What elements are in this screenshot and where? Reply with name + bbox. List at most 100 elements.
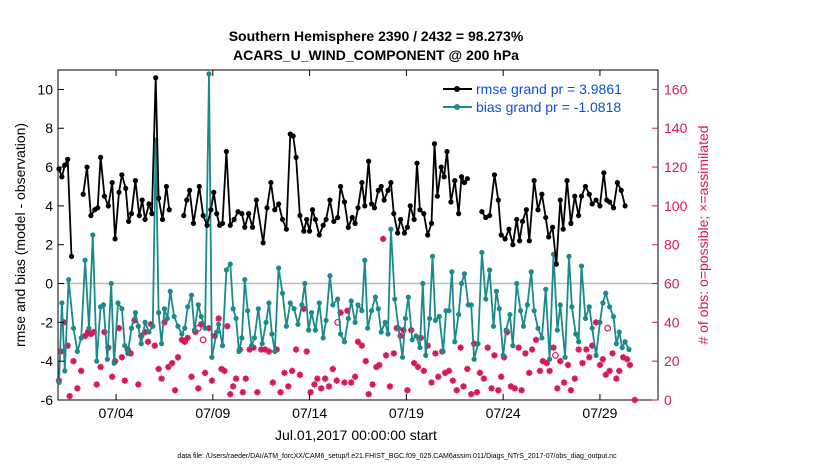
bias-point — [119, 306, 125, 312]
rmse-point — [142, 216, 148, 223]
rmse-point — [264, 205, 270, 211]
obs-assimilated-marker — [528, 346, 536, 353]
bias-point — [619, 344, 625, 351]
obs-assimilated-marker — [115, 324, 123, 332]
bias-point — [496, 306, 502, 312]
rmse-point — [116, 189, 122, 195]
obs-assimilated-marker — [435, 373, 442, 380]
obs-assimilated-marker — [314, 375, 321, 382]
rmse-point — [452, 178, 458, 184]
rmse-point — [378, 183, 384, 190]
rmse-point — [253, 197, 259, 203]
obs-assimilated-marker — [532, 336, 540, 344]
obs-assimilated-marker — [325, 383, 333, 390]
rmse-point — [56, 166, 62, 172]
rmse-point — [304, 216, 310, 223]
rmse-point — [464, 176, 470, 182]
obs-assimilated-marker — [288, 367, 296, 375]
obs-assimilated-marker — [631, 396, 638, 404]
y-right-tick-label: 80 — [664, 237, 680, 253]
obs-assimilated-marker — [318, 385, 325, 392]
bias-point — [266, 300, 272, 306]
bias-point — [335, 296, 341, 302]
rmse-point — [190, 220, 197, 226]
obs-assimilated-marker — [554, 385, 561, 392]
x-axis-label: Jul.01,2017 00:00:00 start — [275, 427, 437, 443]
rmse-point — [200, 212, 206, 219]
bias-point — [138, 341, 144, 347]
obs-assimilated-marker — [277, 389, 284, 396]
bias-point — [182, 325, 188, 331]
bias-point — [610, 313, 617, 320]
rmse-point — [366, 158, 372, 164]
obs-assimilated-marker — [184, 334, 191, 342]
bias-point — [156, 310, 162, 316]
obs-assimilated-marker — [515, 344, 522, 351]
rmse-point — [355, 205, 361, 211]
obs-assimilated-marker — [432, 350, 439, 357]
obs-assimilated-marker — [155, 365, 162, 373]
y-right-tick-label: 60 — [664, 276, 680, 292]
obs-assimilated-marker — [420, 367, 428, 375]
bias-point — [161, 306, 168, 312]
rmse-point — [461, 179, 468, 186]
bias-point — [362, 257, 368, 263]
rmse-point — [401, 230, 408, 236]
bias-point — [368, 308, 375, 314]
obs-assimilated-marker — [491, 352, 498, 359]
obs-assimilated-marker — [557, 357, 564, 365]
rmse-point — [381, 197, 387, 203]
obs-assimilated-marker — [498, 373, 505, 380]
obs-assimilated-marker — [341, 379, 348, 386]
bias-point — [582, 315, 589, 322]
x-tick-label: 07/09 — [195, 405, 230, 421]
y-left-tick-label: 10 — [37, 81, 53, 97]
plot-area — [57, 69, 659, 401]
bias-point — [524, 302, 530, 308]
rmse-point — [316, 232, 322, 238]
rmse-point — [337, 183, 344, 190]
obs-assimilated-marker — [118, 354, 126, 361]
bias-point — [372, 294, 379, 300]
rmse-point — [84, 164, 90, 170]
rmse-point — [526, 238, 532, 244]
rmse-point — [498, 232, 504, 238]
bias-point — [490, 323, 497, 329]
y-left-tick-label: 0 — [45, 276, 53, 292]
rmse-point — [553, 261, 559, 267]
bias-point — [388, 226, 394, 232]
bias-point — [150, 323, 156, 329]
bias-point — [94, 358, 100, 364]
rmse-point — [249, 224, 256, 230]
bias-point — [557, 302, 563, 308]
bias-point — [269, 331, 275, 337]
bias-point — [251, 335, 258, 341]
bias-point — [456, 311, 462, 318]
rmse-point — [235, 209, 241, 215]
bias-point — [449, 269, 455, 275]
obs-assimilated-marker — [311, 381, 318, 388]
bias-point — [503, 327, 509, 333]
rmse-point — [458, 174, 465, 180]
rmse-point — [112, 236, 118, 242]
obs-assimilated-marker — [97, 363, 104, 371]
obs-assimilated-marker — [307, 389, 314, 396]
bias-point — [330, 302, 336, 308]
bias-point — [510, 343, 516, 349]
rmse-point — [614, 179, 620, 186]
bias-point — [202, 325, 208, 331]
rmse-point — [95, 205, 101, 211]
rmse-point — [246, 211, 252, 217]
bias-point — [291, 306, 297, 312]
obs-assimilated-marker — [390, 350, 398, 357]
rmse-point — [268, 179, 274, 186]
obs-assimilated-marker — [292, 346, 300, 353]
rmse-point — [539, 191, 545, 197]
rmse-point — [519, 218, 526, 225]
rmse-point — [279, 216, 286, 223]
obs-assimilated-marker — [285, 383, 292, 390]
bias-point — [279, 290, 286, 296]
rmse-point — [576, 212, 582, 219]
bias-point — [423, 352, 429, 358]
